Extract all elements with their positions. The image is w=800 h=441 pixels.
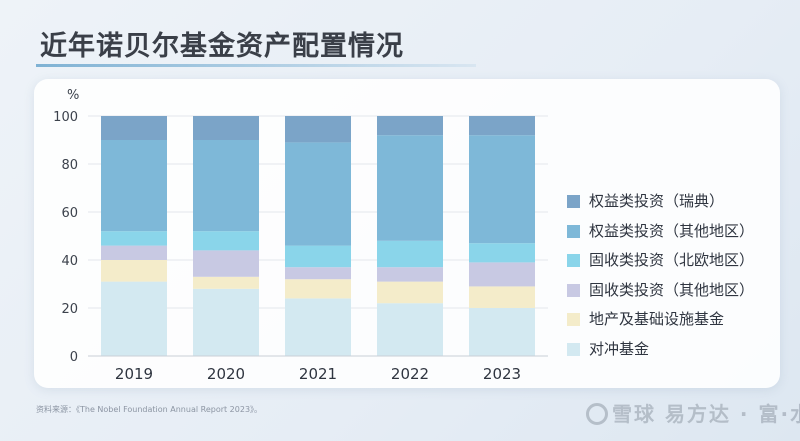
watermark: 雪球 易方达 · 富·水猫 [586, 398, 800, 427]
x-tick-label: 2023 [483, 365, 521, 383]
bar-segment-2023-2 [469, 262, 535, 287]
legend-label: 地产及基础设施基金 [589, 310, 725, 329]
bar-segment-2023-0 [469, 308, 535, 356]
legend-label: 固收类投资（北欧地区） [589, 251, 755, 270]
source-note: 资料来源：《The Nobel Foundation Annual Report… [36, 405, 263, 414]
legend-swatch [567, 224, 580, 238]
bar-segment-2019-2 [101, 245, 167, 260]
bar-segment-2022-1 [377, 281, 443, 304]
bar-segment-2021-3 [285, 245, 351, 268]
bar-layer [101, 116, 535, 356]
y-tick-label: 80 [61, 158, 78, 173]
bar-segment-2019-3 [101, 231, 167, 246]
bar-segment-2021-2 [285, 267, 351, 280]
legend-swatch [567, 283, 580, 297]
y-tick-label: 60 [61, 206, 78, 221]
bar-segment-2022-5 [377, 116, 443, 136]
legend-swatch [567, 343, 580, 356]
bar-segment-2023-3 [469, 243, 535, 263]
x-tick-label: 2021 [299, 365, 337, 383]
y-tick-label: 0 [70, 350, 78, 365]
legend-label: 对冲基金 [589, 340, 650, 358]
bar-segment-2021-0 [285, 298, 351, 356]
x-tick-label: 2022 [391, 365, 429, 383]
bar-segment-2022-4 [377, 135, 443, 241]
x-tick-label: 2020 [207, 365, 245, 383]
title-underline [36, 64, 476, 67]
snowball-logo-icon [586, 403, 608, 425]
y-tick-label: 20 [61, 302, 78, 317]
bar-segment-2022-2 [377, 267, 443, 282]
axis-layer: 0 20 40 60 80 100% 2019 2020 2021 2022 2023 [53, 88, 548, 383]
legend-label: 权益类投资（瑞典） [589, 192, 725, 210]
bar-segment-2021-4 [285, 142, 351, 246]
bar-segment-2022-3 [377, 240, 443, 268]
bar-segment-2019-1 [101, 260, 167, 282]
bar-segment-2023-5 [469, 116, 535, 136]
legend-label: 权益类投资（其他地区） [589, 221, 755, 240]
legend-swatch [567, 313, 580, 327]
bar-segment-2019-5 [101, 116, 167, 140]
bar-segment-2023-1 [469, 286, 535, 308]
y-axis-unit-label: % [67, 88, 79, 103]
bar-segment-2021-5 [285, 116, 351, 143]
bar-segment-2019-4 [101, 140, 167, 232]
legend-swatch [567, 195, 580, 208]
watermark-text: 雪球 易方达 · 富·水猫 [612, 402, 800, 426]
legend-label: 固收类投资（其他地区） [589, 280, 755, 299]
bar-segment-2020-0 [193, 288, 259, 356]
bar-segment-2023-4 [469, 135, 535, 244]
bar-segment-2022-0 [377, 303, 443, 356]
legend-swatch [567, 254, 580, 268]
bar-segment-2019-0 [101, 281, 167, 356]
page-title: 近年诺贝尔基金资产配置情况 [40, 31, 404, 62]
y-tick-label: 40 [61, 254, 78, 269]
y-tick-label: 100 [53, 110, 78, 125]
bar-segment-2021-1 [285, 279, 351, 299]
bar-segment-2020-1 [193, 276, 259, 289]
x-tick-label: 2019 [115, 365, 153, 383]
bar-segment-2020-3 [193, 231, 259, 251]
bar-segment-2020-4 [193, 140, 259, 232]
bar-segment-2020-5 [193, 116, 259, 140]
bar-segment-2020-2 [193, 250, 259, 277]
